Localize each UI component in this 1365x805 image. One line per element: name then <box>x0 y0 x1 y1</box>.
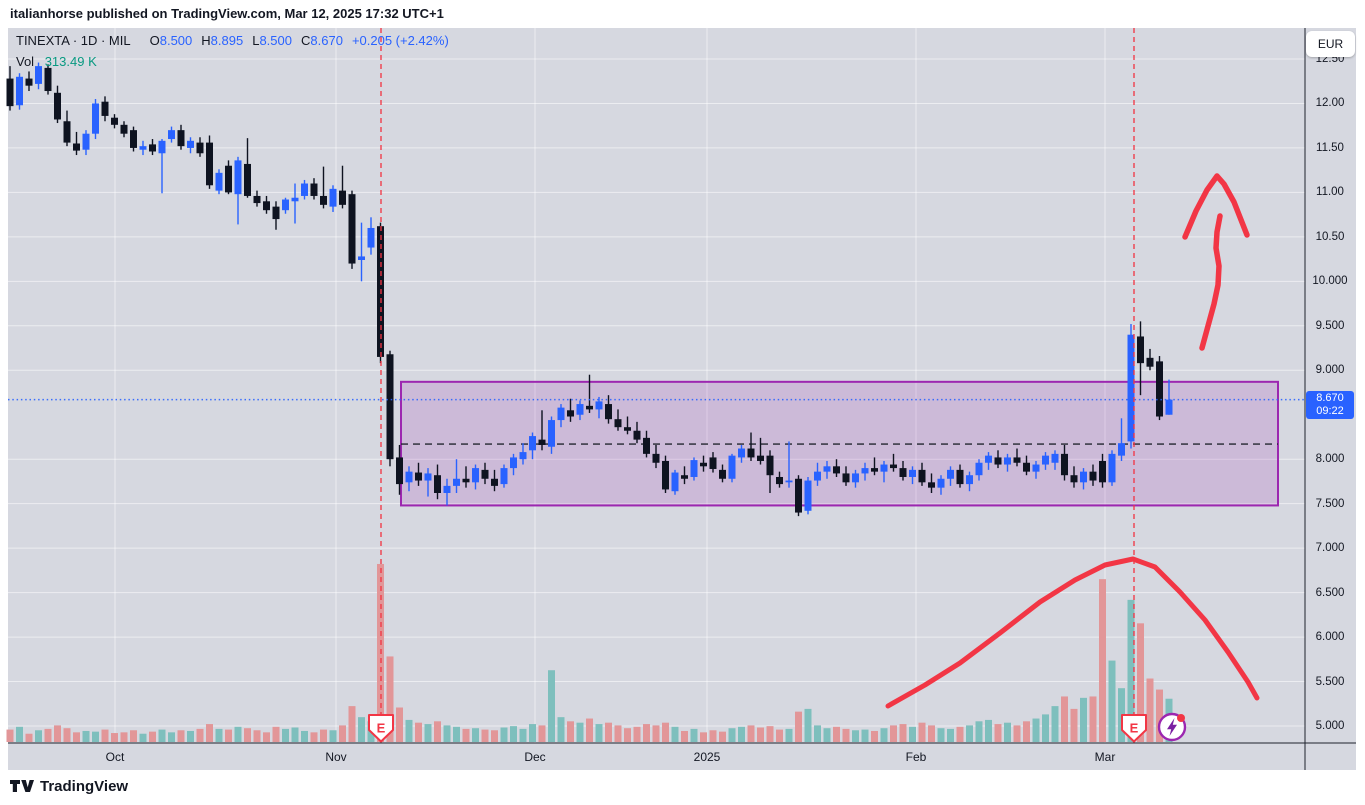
legend-ohlc-label: C <box>301 33 311 48</box>
price-tick-label: 11.00 <box>1316 186 1344 199</box>
volume-label: Vol <box>16 54 35 69</box>
svg-text:E: E <box>377 721 386 736</box>
last-price-badge: 8.670 09:22 <box>1306 390 1354 419</box>
volume-value: 313.49 K <box>44 54 97 69</box>
price-tick-label: 7.000 <box>1315 542 1345 555</box>
gridlines <box>8 28 1305 743</box>
legend-ohlc-value: 8.670 <box>310 33 343 48</box>
symbol-title[interactable]: TINEXTA · 1D · MIL <box>16 33 131 48</box>
price-tick-label: 5.000 <box>1315 720 1345 732</box>
legend-ohlc-label: H <box>201 33 211 48</box>
legend-ohlc-label: L <box>252 33 260 48</box>
time-tick-label: Feb <box>905 750 927 764</box>
price-tick-label: 10.000 <box>1312 275 1348 288</box>
legend-ohlc-value: 8.500 <box>159 33 193 48</box>
lightning-badge[interactable] <box>1157 712 1187 742</box>
last-price-value: 8.670 <box>1316 391 1344 404</box>
earnings-badge[interactable]: E <box>1121 714 1147 743</box>
tradingview-logo[interactable]: TradingView <box>10 777 128 795</box>
currency-button[interactable]: EUR <box>1306 31 1355 57</box>
legend-ohlc-value: 8.500 <box>259 33 292 48</box>
publish-bar: italianhorse published on TradingView.co… <box>0 0 1365 28</box>
earnings-badge[interactable]: E <box>368 714 394 743</box>
price-tick-label: 5.500 <box>1315 675 1345 688</box>
volume-bars <box>6 563 1173 742</box>
price-tick-label: 9.000 <box>1315 364 1345 377</box>
notification-dot <box>1177 714 1185 722</box>
time-tick-label: Nov <box>325 750 347 764</box>
tradingview-logo-icon <box>10 780 34 792</box>
time-tick-label: Dec <box>524 750 546 764</box>
drawn-up-arrow-stem[interactable] <box>1199 213 1223 351</box>
earnings-shield-icon <box>368 714 394 743</box>
svg-text:E: E <box>1130 721 1139 736</box>
tradingview-logo-text: TradingView <box>40 777 129 795</box>
price-tick-label: 8.000 <box>1315 453 1345 466</box>
legend-row-volume: Vol 313.49 K <box>16 54 449 70</box>
time-tick-label: 2025 <box>693 750 721 764</box>
legend-ohlc-label: O <box>149 33 160 48</box>
footer: TradingView <box>0 770 1365 805</box>
price-tick-label: 9.500 <box>1315 319 1345 332</box>
price-tick-label: 6.000 <box>1315 631 1345 644</box>
price-tick-label: 10.50 <box>1315 230 1345 243</box>
time-tick-label: Mar <box>1094 750 1116 764</box>
price-tick-label: 12.00 <box>1315 97 1345 110</box>
publish-text: italianhorse published on TradingView.co… <box>10 6 444 21</box>
price-tick-label: 7.500 <box>1315 497 1345 510</box>
legend-change: +0.205 (+2.42%) <box>351 33 449 48</box>
candles <box>6 62 1173 517</box>
time-tick-label: Oct <box>105 750 125 764</box>
bar-countdown: 09:22 <box>1316 404 1344 417</box>
drawn-up-arrow-head[interactable] <box>1182 173 1250 240</box>
drawn-bell-curve[interactable] <box>885 556 1260 709</box>
chart-legend: TINEXTA · 1D · MIL O8.500 H8.895 L8.500 C8.6… <box>16 33 449 70</box>
earnings-shield-icon <box>1121 714 1147 743</box>
legend-ohlc: O8.500 H8.895 L8.500 C8.670 <box>141 33 343 48</box>
lightning-bolt-icon <box>1167 718 1177 736</box>
legend-row-main: TINEXTA · 1D · MIL O8.500 H8.895 L8.500 C8.6… <box>16 33 449 49</box>
price-tick-label: 11.50 <box>1316 141 1344 154</box>
legend-ohlc-value: 8.895 <box>210 33 244 48</box>
price-tick-label: 6.500 <box>1315 586 1345 599</box>
